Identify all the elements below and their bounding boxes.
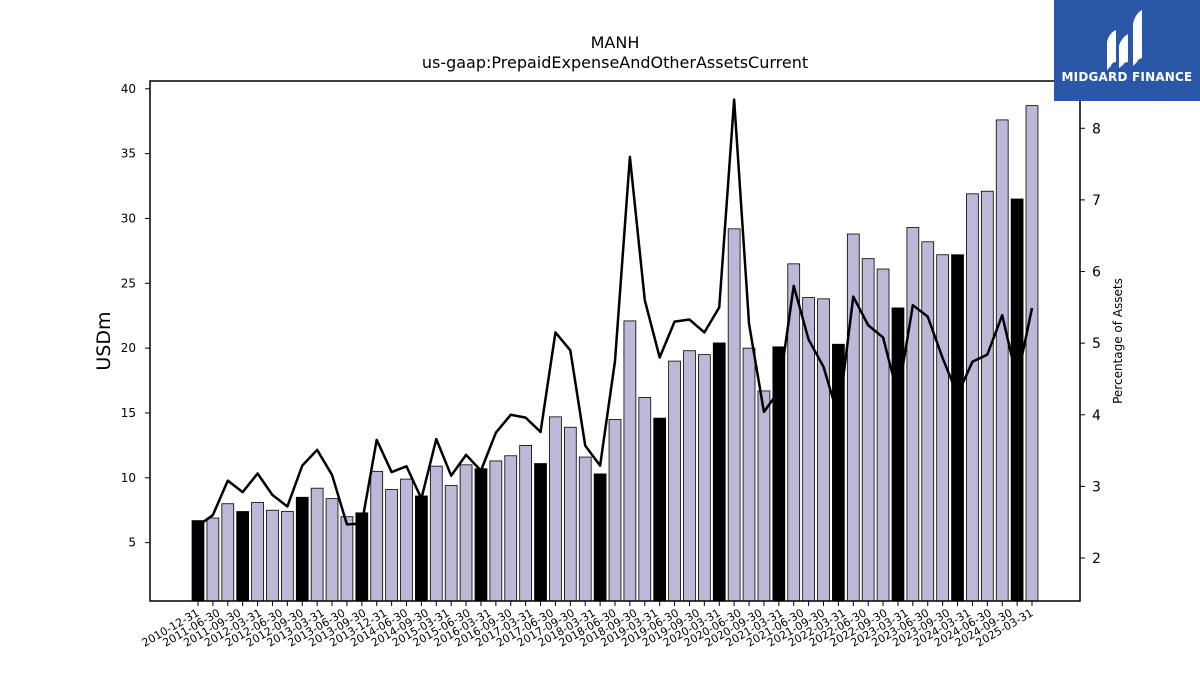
- bar: [921, 241, 935, 602]
- bar: [698, 354, 711, 602]
- chart-title: MANH: [591, 33, 640, 52]
- y2-tick-label: 8: [1092, 121, 1101, 137]
- y-axis-label: USDm: [93, 311, 115, 370]
- bar: [906, 227, 920, 602]
- bar: [266, 509, 279, 602]
- bar: [519, 444, 533, 602]
- bar: [563, 426, 577, 602]
- bar: [817, 298, 830, 602]
- y2-tick-label: 2: [1092, 551, 1101, 567]
- y-tick-label: 10: [121, 471, 136, 485]
- bar: [683, 350, 696, 602]
- bar: [757, 390, 771, 602]
- bar: [236, 511, 250, 602]
- bar: [325, 498, 339, 602]
- bar: [1025, 105, 1039, 602]
- bar: [504, 455, 518, 602]
- bar: [206, 517, 220, 602]
- bar: [549, 416, 562, 602]
- bar: [400, 478, 413, 602]
- bar: [251, 502, 264, 602]
- brand-name: MIDGARD FINANCE: [1061, 70, 1193, 84]
- bar: [668, 360, 681, 602]
- line-group: [197, 98, 1034, 527]
- bars-group: [191, 105, 1039, 602]
- bar: [295, 496, 309, 602]
- bar: [355, 512, 369, 602]
- y-tick-label: 35: [121, 147, 136, 161]
- bar: [578, 456, 592, 602]
- bar: [936, 254, 950, 602]
- bar: [489, 460, 503, 602]
- bar: [415, 495, 428, 602]
- bar: [534, 463, 547, 602]
- y2-tick-label: 3: [1092, 479, 1101, 495]
- brand-logo: MIDGARD FINANCE: [1054, 0, 1200, 101]
- bar: [385, 489, 398, 602]
- bar: [995, 119, 1009, 602]
- bar: [727, 228, 741, 602]
- right-axis: 2 3 4 5 6 7 8: [1080, 121, 1101, 567]
- y-tick-label: 40: [121, 82, 136, 96]
- bar: [221, 503, 235, 602]
- x-axis: 2010-12-312011-06-302011-09-302012-03-31…: [140, 601, 1036, 650]
- y-tick-label: 30: [121, 211, 136, 225]
- bar: [638, 397, 652, 602]
- bar: [340, 516, 354, 602]
- bar: [459, 464, 473, 602]
- y2-tick-label: 6: [1092, 265, 1101, 281]
- bar: [608, 419, 622, 602]
- bar: [310, 487, 324, 602]
- y2-tick-label: 5: [1092, 336, 1101, 352]
- y-tick-label: 5: [128, 536, 136, 550]
- y2-tick-label: 4: [1092, 408, 1101, 424]
- y2-tick-label: 7: [1092, 193, 1101, 209]
- bar: [891, 307, 905, 602]
- bar: [191, 520, 205, 602]
- bar: [593, 473, 607, 602]
- bar: [429, 465, 443, 602]
- bar: [712, 342, 726, 602]
- bar: [966, 193, 979, 602]
- bar: [861, 258, 875, 602]
- y2-axis-label: Percentage of Assets: [1111, 278, 1125, 404]
- y-tick-label: 20: [121, 341, 136, 355]
- y-tick-label: 25: [121, 276, 136, 290]
- midgard-logo-icon: [1107, 10, 1142, 70]
- chart-subtitle: us-gaap:PrepaidExpenseAndOtherAssetsCurr…: [422, 53, 808, 72]
- percentage-line: [197, 98, 1034, 527]
- bar: [370, 470, 384, 602]
- bar: [951, 254, 964, 602]
- bar: [846, 233, 860, 602]
- bar: [1010, 198, 1024, 602]
- bar: [742, 347, 756, 602]
- bar: [653, 417, 667, 602]
- bar: [876, 268, 890, 602]
- bar: [980, 190, 994, 602]
- bar: [474, 468, 488, 602]
- left-axis: 5 10 15 20 25 30 35 40: [121, 82, 150, 550]
- bar: [280, 511, 294, 602]
- y-tick-label: 15: [121, 406, 136, 420]
- bar: [802, 297, 815, 602]
- bar: [623, 320, 637, 602]
- bar: [444, 485, 458, 602]
